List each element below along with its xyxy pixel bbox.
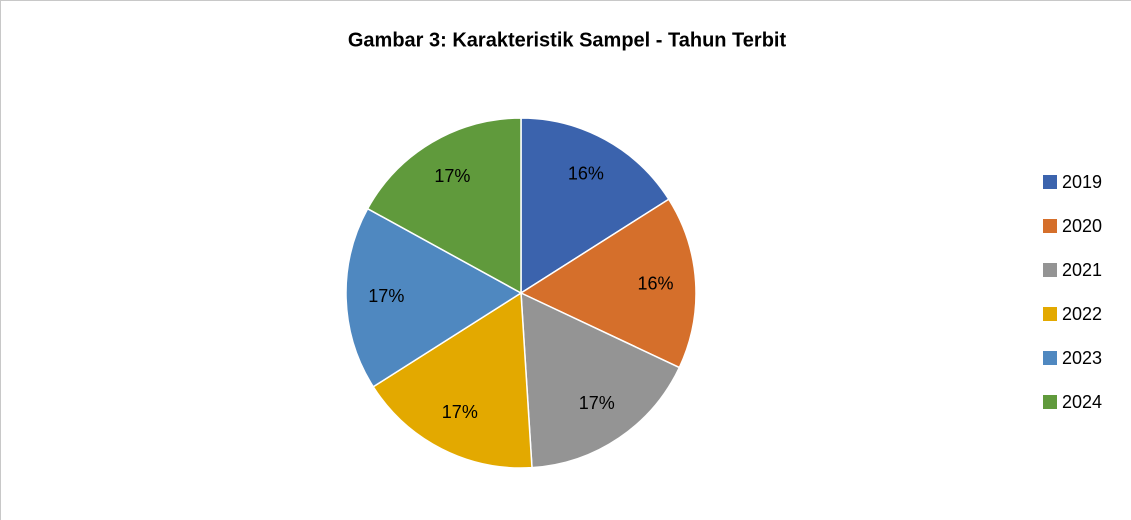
chart-title: Gambar 3: Karakteristik Sampel - Tahun T… [348,29,787,51]
legend-label: 2022 [1062,304,1102,324]
data-label: 16% [637,273,673,293]
data-label: 17% [579,393,615,413]
legend-swatch [1043,307,1057,321]
data-label: 17% [434,166,470,186]
pie-slice [519,198,697,369]
legend-swatch [1043,263,1057,277]
data-label: 17% [368,286,404,306]
legend-swatch [1043,219,1057,233]
legend-swatch [1043,175,1057,189]
legend-label: 2019 [1062,172,1102,192]
legend-label: 2020 [1062,216,1102,236]
pie-slice [520,117,670,295]
legend-label: 2023 [1062,348,1102,368]
legend-swatch [1043,395,1057,409]
pie-slice [366,117,522,295]
pie-slice [520,291,681,469]
pie-slice [372,291,533,469]
pie-slice [345,207,523,388]
legend-label: 2021 [1062,260,1102,280]
data-label: 17% [442,402,478,422]
data-label: 16% [568,164,604,184]
legend-label: 2024 [1062,392,1102,412]
legend-swatch [1043,351,1057,365]
